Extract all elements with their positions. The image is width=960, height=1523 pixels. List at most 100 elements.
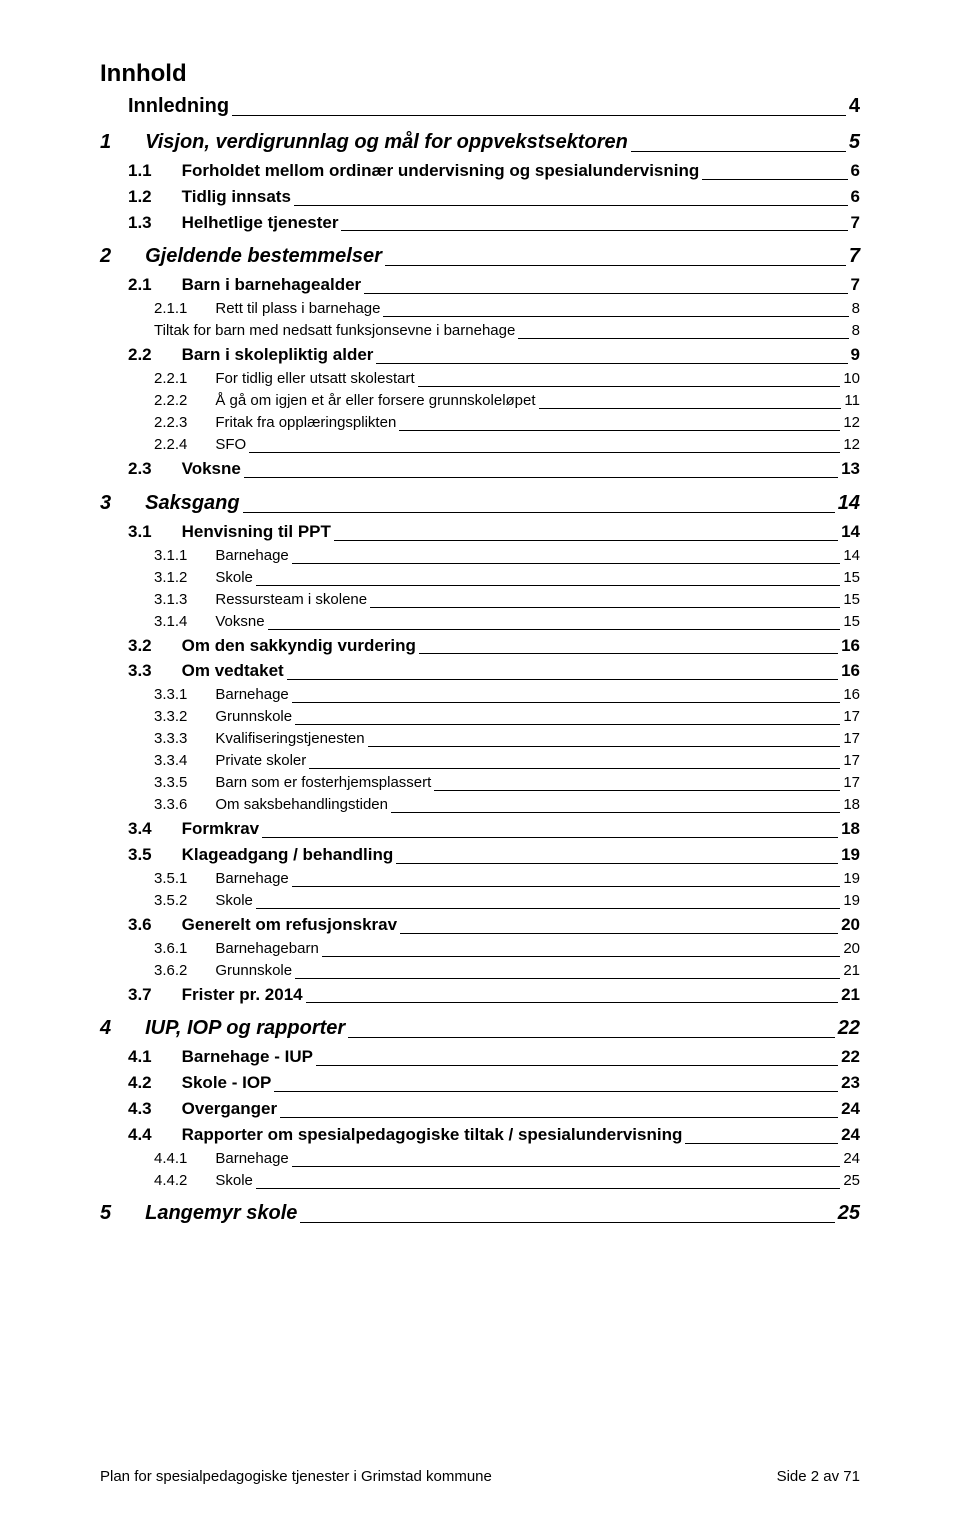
toc-entry-title: Voksne — [215, 613, 264, 630]
toc-entry: 3.1.2Skole15 — [100, 567, 860, 588]
toc-leader-line — [434, 790, 840, 791]
toc-entry-number: 3.3.1 — [154, 686, 187, 703]
toc-entry-title: Barnehage — [215, 870, 288, 887]
toc-entry-number: 3.5.1 — [154, 870, 187, 887]
toc-entry-title: Skole - IOP — [182, 1073, 272, 1092]
toc-entry: 3.6.2Grunnskole21 — [100, 960, 860, 981]
toc-entry-page: 14 — [838, 489, 860, 517]
toc-entry-number: 3.3.6 — [154, 796, 187, 813]
toc-leader-line — [256, 1188, 840, 1189]
toc-leader-line — [316, 1065, 838, 1066]
toc-leader-line — [249, 452, 840, 453]
toc-entry-number: 2 — [100, 245, 111, 267]
toc-entry-label: 4.1Barnehage - IUP — [100, 1045, 313, 1069]
toc-entry-title: Voksne — [182, 459, 241, 478]
toc-entry-number: 3.1.4 — [154, 613, 187, 630]
toc-entry-number: 2.2.2 — [154, 392, 187, 409]
toc-entry: 3.6.1Barnehagebarn20 — [100, 938, 860, 959]
toc-leader-line — [399, 430, 840, 431]
toc-entry-page: 7 — [851, 273, 860, 297]
page-container: Innhold Innledning41Visjon, verdigrunnla… — [0, 0, 960, 1523]
toc-entry-number: 1.1 — [128, 161, 152, 180]
toc-leader-line — [419, 653, 838, 654]
toc-entry: Tiltak for barn med nedsatt funksjonsevn… — [100, 320, 860, 341]
toc-leader-line — [341, 230, 847, 231]
toc-entry-page: 12 — [843, 434, 860, 455]
toc-entry-page: 15 — [843, 589, 860, 610]
toc-entry-title: Tidlig innsats — [182, 187, 291, 206]
toc-entry-number: 2.3 — [128, 459, 152, 478]
toc-entry-page: 21 — [843, 960, 860, 981]
toc-entry-page: 4 — [849, 92, 860, 120]
toc-entry-title: Fritak fra opplæringsplikten — [215, 414, 396, 431]
toc-entry-label: 2.3 Voksne — [100, 457, 241, 481]
toc-entry-label: Innledning — [100, 92, 229, 120]
toc-entry-title: Skole — [215, 1172, 253, 1189]
toc-entry-page: 23 — [841, 1071, 860, 1095]
toc-entry: 4.4.2Skole25 — [100, 1170, 860, 1191]
toc-leader-line — [300, 1222, 834, 1223]
toc-entry: 3.1Henvisning til PPT14 — [100, 520, 860, 544]
toc-entry-label: 3.5.2Skole — [100, 890, 253, 911]
toc-entry-page: 7 — [849, 242, 860, 270]
toc-entry-label: 3.5.1 Barnehage — [100, 868, 289, 889]
toc-leader-line — [280, 1117, 838, 1118]
toc-entry-label: 3.2Om den sakkyndig vurdering — [100, 634, 416, 658]
toc-entry-page: 6 — [851, 159, 860, 183]
toc-entry-title: Barnehage — [215, 1150, 288, 1167]
toc-entry-page: 16 — [843, 684, 860, 705]
table-of-contents: Innledning41Visjon, verdigrunnlag og mål… — [100, 92, 860, 1227]
toc-entry-number: 1.3 — [128, 213, 152, 232]
toc-leader-line — [348, 1037, 835, 1038]
toc-entry: 3.7Frister pr. 201421 — [100, 983, 860, 1007]
toc-entry-label: 2.1.1Rett til plass i barnehage — [100, 298, 380, 319]
toc-entry-page: 17 — [843, 706, 860, 727]
toc-leader-line — [243, 512, 835, 513]
toc-leader-line — [292, 1166, 841, 1167]
toc-leader-line — [400, 933, 838, 934]
toc-entry-page: 19 — [843, 890, 860, 911]
toc-entry-title: Saksgang — [145, 492, 239, 514]
toc-entry-page: 16 — [841, 659, 860, 683]
toc-entry-number: 3.5 — [128, 845, 152, 864]
toc-entry-number: 4.4.1 — [154, 1150, 187, 1167]
toc-entry-number: 3.6 — [128, 915, 152, 934]
toc-entry-number: 4.3 — [128, 1099, 152, 1118]
toc-entry-number: 3.1.2 — [154, 569, 187, 586]
toc-entry: 3.3.3Kvalifiseringstjenesten17 — [100, 728, 860, 749]
toc-entry-page: 11 — [844, 390, 860, 411]
toc-entry-page: 15 — [843, 567, 860, 588]
toc-entry-label: 4.4Rapporter om spesialpedagogiske tilta… — [100, 1123, 682, 1147]
toc-leader-line — [376, 363, 847, 364]
toc-entry-page: 25 — [843, 1170, 860, 1191]
toc-entry-page: 19 — [843, 868, 860, 889]
toc-leader-line — [274, 1091, 838, 1092]
toc-entry-title: Frister pr. 2014 — [182, 985, 303, 1004]
toc-entry-number: 3.5.2 — [154, 892, 187, 909]
toc-entry-title: Grunnskole — [215, 708, 292, 725]
toc-entry-label: 3.3Om vedtaket — [100, 659, 284, 683]
toc-entry-title: Om vedtaket — [182, 661, 284, 680]
toc-entry: 4.4.1Barnehage24 — [100, 1148, 860, 1169]
toc-leader-line — [292, 563, 841, 564]
toc-entry-number: 4 — [100, 1017, 111, 1039]
toc-entry: 3 Saksgang 14 — [100, 489, 860, 517]
toc-entry-title: Ressursteam i skolene — [215, 591, 367, 608]
toc-entry-label: 1.2Tidlig innsats — [100, 185, 291, 209]
toc-entry-number: 4.4 — [128, 1125, 152, 1144]
toc-entry: 3.6Generelt om refusjonskrav20 — [100, 913, 860, 937]
toc-entry: 3.5.1 Barnehage 19 — [100, 868, 860, 889]
toc-entry-label: 3.1.4 Voksne — [100, 611, 265, 632]
toc-entry: 2.1Barn i barnehagealder7 — [100, 273, 860, 297]
toc-entry-number: 3 — [100, 492, 111, 514]
toc-entry: 3.4Formkrav18 — [100, 817, 860, 841]
toc-entry-title: Barnehagebarn — [215, 940, 318, 957]
toc-entry-label: 3.1.1Barnehage — [100, 545, 289, 566]
toc-entry-number: 2.2 — [128, 345, 152, 364]
toc-entry: 3.3.1Barnehage16 — [100, 684, 860, 705]
toc-leader-line — [268, 629, 841, 630]
toc-entry: 2.2.2Å gå om igjen et år eller forsere g… — [100, 390, 860, 411]
toc-entry-title: Barn i skolepliktig alder — [182, 345, 374, 364]
toc-entry-number: 3.2 — [128, 636, 152, 655]
toc-entry: 2.2.4SFO12 — [100, 434, 860, 455]
